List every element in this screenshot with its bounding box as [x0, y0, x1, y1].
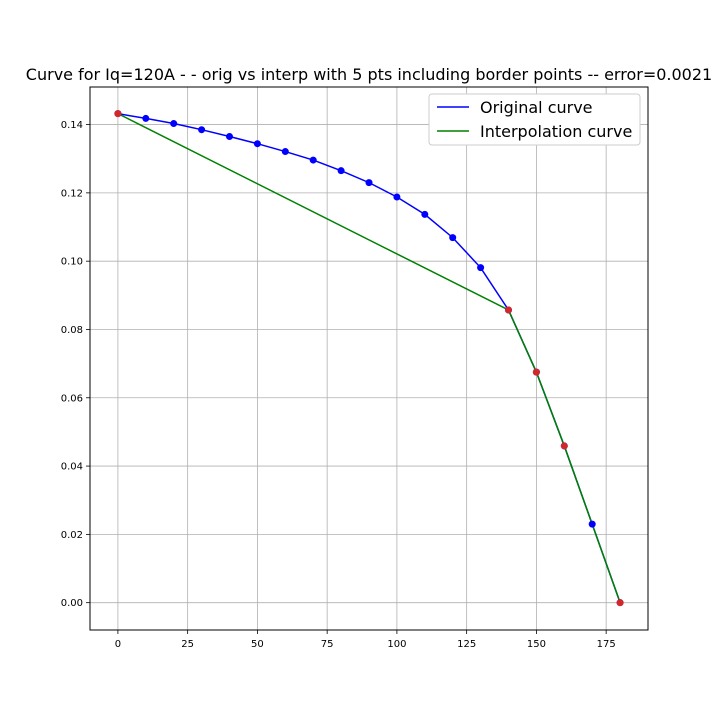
legend-label-original: Original curve	[480, 98, 593, 117]
original-point	[142, 114, 150, 122]
series-layer	[117, 112, 621, 603]
y-tick-label: 0.02	[61, 530, 83, 541]
interpolation-point	[616, 599, 624, 607]
series-line-interpolation	[117, 112, 621, 603]
interpolation-point	[560, 442, 568, 450]
y-tick-label: 0.00	[61, 598, 83, 609]
interpolation-point	[532, 368, 540, 376]
x-tick-label: 25	[181, 639, 194, 650]
original-point	[309, 156, 317, 164]
y-tick-label: 0.10	[61, 257, 83, 268]
x-tick-label: 175	[597, 639, 616, 650]
y-tick-label: 0.12	[61, 188, 83, 199]
tick-layer: 0 25 50 75 100 125 150 175 0.00 0.02 0.04 0.06 0.08 0…	[61, 120, 616, 650]
y-tick-label: 0.08	[61, 325, 83, 336]
plot-frame	[89, 86, 649, 631]
original-point	[170, 120, 178, 128]
interpolation-point	[114, 110, 122, 118]
x-tick-label: 150	[527, 639, 546, 650]
legend-label-interpolation: Interpolation curve	[480, 122, 632, 141]
interpolation-point	[505, 306, 512, 314]
original-point	[477, 264, 485, 272]
original-point	[393, 193, 401, 201]
original-point	[226, 133, 233, 141]
chart-title: Curve for Iq=120A - - orig vs interp wit…	[26, 65, 712, 84]
original-point	[281, 148, 289, 156]
x-tick-label: 125	[457, 639, 476, 650]
original-point	[337, 167, 345, 175]
y-tick-label: 0.06	[61, 393, 83, 404]
y-tick-label: 0.14	[61, 120, 83, 131]
x-tick-label: 0	[115, 639, 121, 650]
x-tick-label: 100	[387, 639, 406, 650]
legend: Original curve Interpolation curve	[428, 93, 641, 146]
x-tick-label: 75	[321, 639, 334, 650]
original-point	[588, 520, 596, 528]
y-tick-label: 0.04	[61, 462, 83, 473]
series-line-original	[117, 112, 621, 603]
legend-box	[428, 93, 641, 146]
x-tick-label: 50	[251, 639, 264, 650]
original-point	[449, 234, 457, 242]
original-point	[421, 210, 429, 218]
marker-layer	[114, 110, 624, 607]
original-point	[253, 140, 261, 148]
original-point	[365, 179, 373, 187]
grid-layer	[90, 87, 648, 630]
original-point	[198, 126, 206, 134]
